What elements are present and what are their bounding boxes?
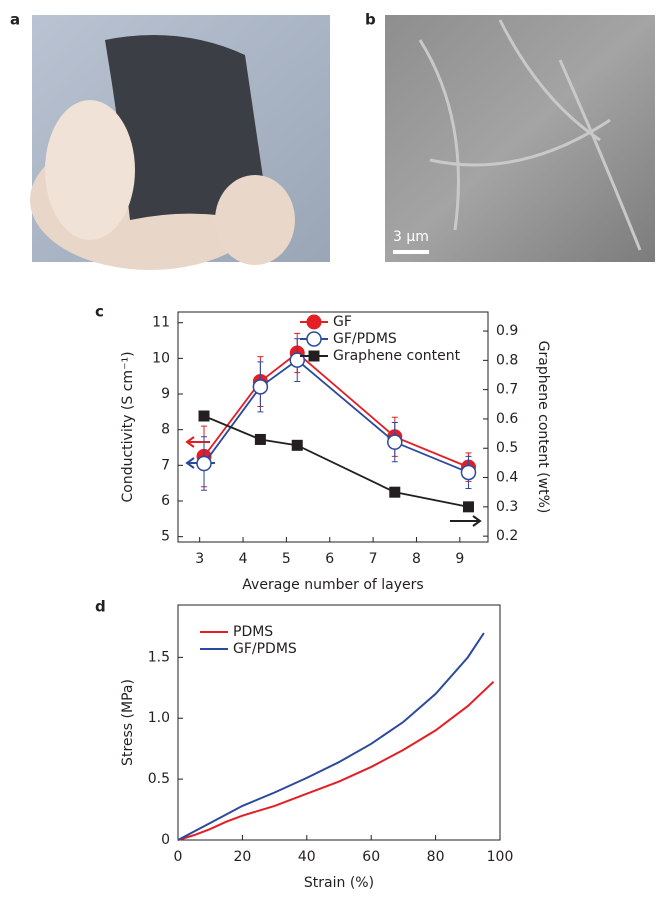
x-tick-label: 4: [239, 551, 248, 567]
x-tick-label: 5: [282, 551, 291, 567]
panel-label: a: [10, 11, 20, 29]
scale-bar-label: 3 µm: [393, 229, 429, 245]
legend-label: PDMS: [233, 624, 273, 640]
x-axis-label: Strain (%): [304, 875, 374, 891]
y-axis-label: Conductivity (S cm⁻¹): [120, 351, 136, 502]
y2-tick-label: 0.7: [496, 382, 518, 398]
point: [253, 380, 267, 394]
legend-label: GF: [333, 314, 352, 330]
y-tick-label: 8: [161, 422, 170, 438]
y2-tick-label: 0.5: [496, 440, 518, 456]
y-tick-label: 7: [161, 457, 170, 473]
series-line: [204, 416, 468, 507]
legend-label: GF/PDMS: [333, 331, 397, 347]
y2-tick-label: 0.4: [496, 470, 518, 486]
panel-label: c: [95, 303, 104, 321]
x-tick-label: 3: [195, 551, 204, 567]
legend-marker: [309, 351, 320, 362]
series-line: [204, 360, 468, 472]
y-tick-label: 1.5: [148, 649, 170, 665]
x-tick-label: 0: [174, 849, 183, 865]
x-axis-label: Average number of layers: [242, 577, 423, 593]
y-axis-label: Stress (MPa): [120, 679, 136, 766]
photo-b: 3 µm: [385, 15, 655, 262]
y-tick-label: 5: [161, 529, 170, 545]
y-tick-label: 0: [161, 832, 170, 848]
point: [463, 501, 474, 512]
panel-label: d: [95, 598, 106, 616]
figure: a b 3 µm c 3 4 5 6 7 8 9 5 6 7 8 9 10 11 0.2 0.3 0.4 0.5 0.…: [0, 0, 668, 896]
x-tick-label: 40: [298, 849, 316, 865]
series-line: [178, 682, 494, 840]
y-tick-label: 9: [161, 386, 170, 402]
x-tick-label: 9: [455, 551, 464, 567]
point: [389, 487, 400, 498]
y-tick-label: 0.5: [148, 771, 170, 787]
photo-a: [30, 15, 330, 270]
legend-marker: [307, 315, 322, 330]
legend-label: GF/PDMS: [233, 641, 297, 657]
y-tick-label: 6: [161, 493, 170, 509]
legend-marker: [307, 332, 321, 346]
y2-tick-label: 0.8: [496, 352, 518, 368]
point: [388, 435, 402, 449]
point: [461, 465, 475, 479]
arrows: [187, 437, 480, 526]
x-tick-label: 20: [233, 849, 251, 865]
panel-label: b: [365, 11, 376, 29]
point: [292, 440, 303, 451]
y-tick-label: 11: [152, 315, 170, 331]
y2-tick-label: 0.9: [496, 323, 518, 339]
point: [255, 434, 266, 445]
y2-tick-label: 0.2: [496, 528, 518, 544]
x-tick-label: 60: [362, 849, 380, 865]
y-tick-label: 1.0: [148, 710, 170, 726]
y2-tick-label: 0.6: [496, 411, 518, 427]
x-tick-label: 8: [412, 551, 421, 567]
x-tick-label: 80: [427, 849, 445, 865]
y2-tick-label: 0.3: [496, 499, 518, 515]
y-tick-label: 10: [152, 350, 170, 366]
point: [197, 457, 211, 471]
legend-label: Graphene content: [333, 348, 461, 364]
x-tick-label: 7: [369, 551, 378, 567]
y2-axis-label: Graphene content (wt%): [535, 341, 551, 514]
x-tick-label: 100: [487, 849, 514, 865]
x-tick-label: 6: [325, 551, 334, 567]
plot-frame: [178, 605, 500, 840]
point: [199, 411, 210, 422]
series-line: [178, 633, 484, 840]
